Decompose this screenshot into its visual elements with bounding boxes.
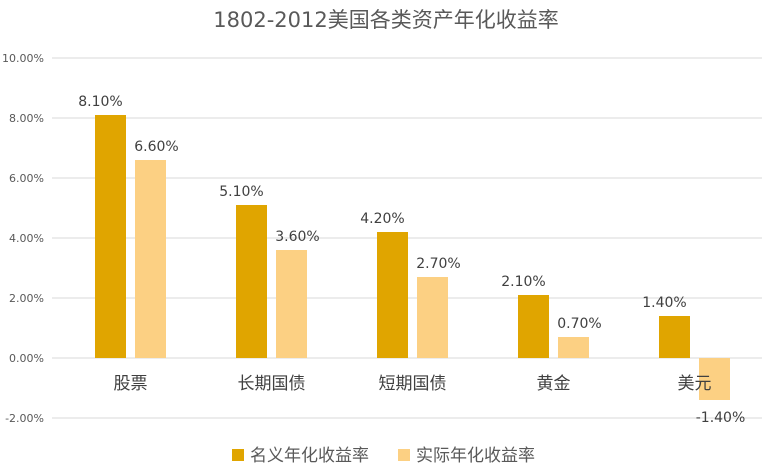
data-label-nominal: 1.40% (642, 295, 686, 311)
legend-swatch-real (398, 449, 410, 461)
bar-nominal (659, 316, 690, 358)
bar-real (699, 358, 730, 400)
legend: 名义年化收益率 实际年化收益率 (232, 446, 535, 466)
bars (95, 115, 730, 400)
bar-nominal (95, 115, 126, 358)
y-tick-label: 4.00% (9, 232, 44, 245)
y-tick-label: 0.00% (9, 352, 44, 365)
data-label-real: 3.60% (275, 229, 319, 245)
x-tick-label: 黄金 (537, 374, 571, 394)
data-label-real: 6.60% (134, 139, 178, 155)
y-axis-ticks: -2.00% 0.00% 2.00% 4.00% 6.00% 8.00% 10.00% (2, 52, 44, 425)
x-tick-label: 短期国债 (379, 374, 447, 394)
bar-nominal (377, 232, 408, 358)
data-label-nominal: 2.10% (501, 274, 545, 290)
bar-real (135, 160, 166, 358)
y-tick-label: -2.00% (5, 412, 44, 425)
bar-real (417, 277, 448, 358)
data-labels: 8.10% 6.60% 5.10% 3.60% 4.20% 2.70% 2.10% 0.70%… (78, 94, 745, 426)
legend-label-real: 实际年化收益率 (416, 446, 535, 466)
data-label-nominal: 8.10% (78, 94, 122, 110)
data-label-nominal: 4.20% (360, 211, 404, 227)
bar-real (558, 337, 589, 358)
data-label-nominal: 5.10% (219, 184, 263, 200)
x-axis-ticks: 股票 长期国债 短期国债 黄金 美元 (114, 374, 712, 394)
y-tick-label: 8.00% (9, 112, 44, 125)
chart-title: 1802-2012美国各类资产年化收益率 (213, 8, 558, 32)
legend-label-nominal: 名义年化收益率 (250, 446, 369, 466)
bar-real (276, 250, 307, 358)
bar-nominal (236, 205, 267, 358)
x-tick-label: 美元 (678, 374, 712, 394)
data-label-real: 0.70% (557, 316, 601, 332)
bar-nominal (518, 295, 549, 358)
data-label-real: -1.40% (696, 410, 746, 426)
data-label-real: 2.70% (416, 256, 460, 272)
y-tick-label: 10.00% (2, 52, 44, 65)
y-tick-label: 2.00% (9, 292, 44, 305)
legend-swatch-nominal (232, 449, 244, 461)
y-tick-label: 6.00% (9, 172, 44, 185)
x-tick-label: 长期国债 (238, 374, 306, 394)
x-tick-label: 股票 (114, 374, 148, 394)
